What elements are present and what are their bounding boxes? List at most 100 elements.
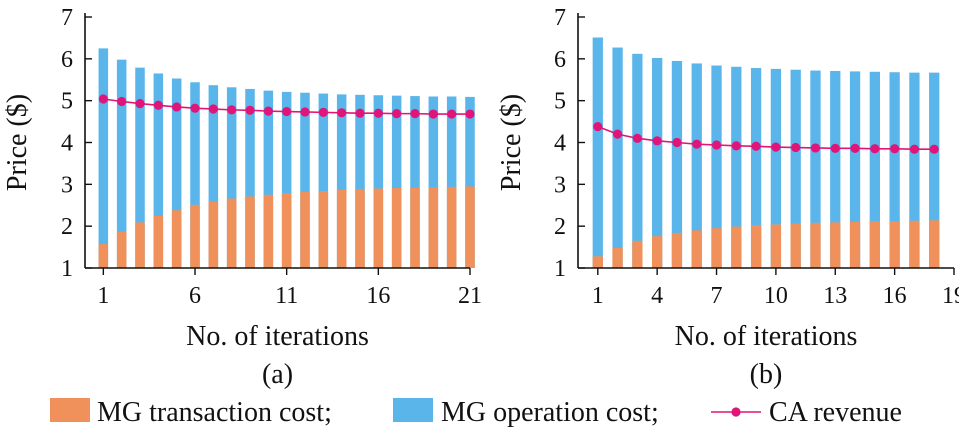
transaction-cost-bar (208, 201, 219, 268)
ca-revenue-point (410, 109, 420, 119)
operation-cost-bar (98, 48, 109, 268)
ca-revenue-point (447, 109, 457, 119)
x-tick-label: 1 (592, 283, 604, 309)
transaction-cost-bar (929, 220, 940, 268)
ca-revenue-point (929, 144, 939, 154)
operation-cost-bar (849, 71, 861, 268)
ca-revenue-point (117, 96, 127, 107)
operation-cost-bar (711, 65, 722, 268)
operation-cost-bar (929, 72, 940, 268)
ca-revenue-point (355, 108, 365, 118)
transaction-cost-bar (592, 256, 603, 268)
transaction-cost-bar (612, 247, 623, 268)
ca-revenue-point (318, 107, 328, 117)
transaction-cost-bar (632, 240, 643, 268)
ca-revenue-point (282, 106, 292, 117)
y-axis-label: Price ($) (2, 94, 33, 191)
x-tick-label: 10 (764, 283, 788, 309)
operation-cost-bar (612, 47, 623, 269)
transaction-cost-bar (428, 187, 439, 268)
transaction-cost-bar (355, 188, 365, 268)
ca-revenue-point (428, 109, 438, 119)
operation-cost-bar (750, 68, 762, 268)
operation-cost-bar (300, 92, 310, 269)
ca-revenue-point (711, 140, 722, 150)
ca-revenue-point (612, 129, 623, 139)
transaction-cost-bar (300, 191, 310, 268)
ca-revenue-point (392, 109, 402, 119)
operation-cost-bar (790, 69, 801, 269)
ca-revenue-point (909, 144, 920, 154)
x-tick-label: 11 (275, 283, 298, 309)
ca-revenue-point (263, 106, 273, 116)
operation-cost-bar (135, 67, 145, 268)
operation-cost-bar (465, 96, 475, 268)
operation-cost-bar (691, 63, 702, 269)
ca-revenue-point (830, 143, 840, 153)
y-tick-label: 3 (61, 172, 73, 198)
ca-revenue-point (227, 105, 237, 115)
transaction-cost-bar (869, 221, 880, 268)
operation-cost-bar (410, 96, 420, 268)
operation-cost-bar (281, 91, 292, 268)
x-tick-label: 16 (366, 283, 390, 309)
ca-revenue-point (870, 144, 880, 154)
operation-cost-bar (116, 59, 127, 268)
transaction-cost-bar (810, 222, 821, 268)
transaction-cost-bar (671, 232, 683, 268)
legend-label-transaction-cost: MG transaction cost; (97, 397, 332, 428)
ca-revenue-point (593, 122, 603, 132)
y-tick-label: 3 (554, 172, 566, 198)
ca-revenue-point (172, 102, 182, 112)
ca-revenue-point (810, 143, 821, 153)
transaction-cost-bar (446, 186, 457, 268)
legend-swatch-transaction-cost (50, 398, 90, 422)
operation-cost-bar (208, 85, 219, 269)
x-axis-label: No. of iterations (186, 321, 369, 352)
y-tick-label: 1 (61, 256, 73, 282)
operation-cost-bar (731, 66, 742, 268)
transaction-cost-bar (691, 230, 702, 268)
transaction-cost-bar (245, 196, 255, 268)
transaction-cost-bar (889, 221, 900, 268)
ca-revenue-point (337, 108, 347, 118)
legend-label-ca-revenue: CA revenue (769, 397, 902, 428)
transaction-cost-bar (226, 198, 237, 268)
operation-cost-bar (671, 60, 683, 268)
transaction-cost-bar (135, 222, 145, 268)
operation-cost-bar (355, 94, 365, 268)
operation-cost-bar (226, 87, 237, 268)
operation-cost-bar (171, 78, 182, 269)
ca-revenue-point (791, 142, 801, 153)
transaction-cost-bar (750, 225, 762, 268)
y-tick-label: 1 (554, 256, 566, 282)
panel-label: (a) (262, 359, 293, 390)
ca-revenue-point (652, 136, 662, 146)
ca-revenue-point (771, 142, 781, 152)
transaction-cost-bar (116, 231, 127, 268)
y-tick-label: 4 (554, 131, 566, 157)
x-axis-label: No. of iterations (675, 321, 858, 352)
ca-revenue-point (731, 141, 741, 151)
transaction-cost-bar (652, 236, 663, 268)
y-tick-label: 4 (61, 131, 73, 157)
operation-cost-bar (909, 72, 920, 268)
operation-cost-bar (652, 57, 663, 268)
operation-cost-bar (391, 95, 402, 268)
x-tick-label: 16 (883, 283, 907, 309)
panel-label: (b) (750, 359, 783, 390)
transaction-cost-bar (153, 215, 164, 268)
operation-cost-bar (428, 96, 439, 268)
ca-revenue-point (692, 139, 702, 149)
transaction-cost-bar (465, 186, 475, 268)
transaction-cost-bar (770, 224, 782, 268)
ca-revenue-point (245, 105, 255, 115)
operation-cost-bar (336, 94, 347, 269)
ca-revenue-point (632, 133, 642, 143)
transaction-cost-bar (711, 228, 722, 268)
operation-cost-bar (869, 71, 880, 268)
transaction-cost-bar (171, 210, 182, 268)
transaction-cost-bar (98, 244, 109, 268)
x-tick-label: 6 (189, 283, 201, 309)
y-axis-label: Price ($) (496, 94, 527, 191)
